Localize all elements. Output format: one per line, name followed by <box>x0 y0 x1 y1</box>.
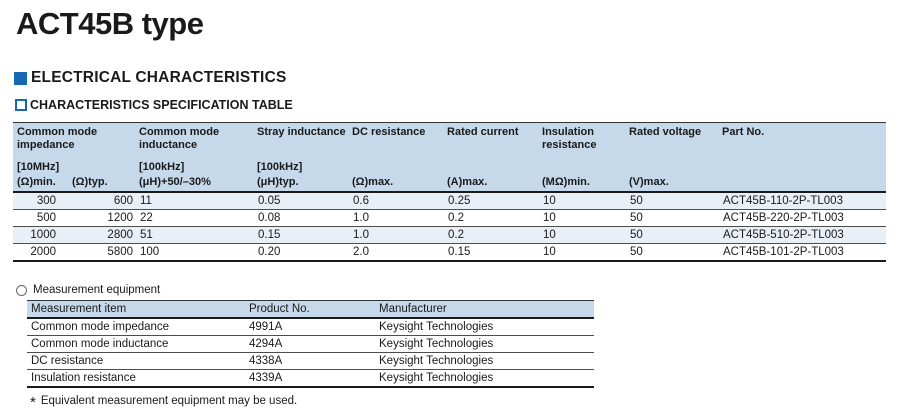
section-heading-label: ELECTRICAL CHARACTERISTICS <box>31 69 287 86</box>
spec-cell: 0.2 <box>443 209 539 227</box>
spec-col-rated-voltage: Rated voltage <box>625 122 719 157</box>
measurement-row: Common mode inductance 4294A Keysight Te… <box>27 335 594 353</box>
spec-cell: 1.0 <box>348 226 444 244</box>
spec-cell: 0.6 <box>348 192 444 210</box>
spec-cell: 0.20 <box>253 243 349 262</box>
spec-cell: 50 <box>625 243 719 262</box>
spec-row: 2000 5800 100 0.20 2.0 0.15 10 50 ACT45B… <box>13 243 887 262</box>
spec-row: 300 600 11 0.05 0.6 0.25 10 50 ACT45B-11… <box>13 192 887 210</box>
spec-unit-rated-current: (A)max. <box>443 173 539 193</box>
spec-cell: 22 <box>135 209 254 227</box>
spec-cell: 600 <box>58 192 136 210</box>
spec-cell: 51 <box>135 226 254 244</box>
spec-row: 1000 2800 51 0.15 1.0 0.2 10 50 ACT45B-5… <box>13 226 887 244</box>
spec-cell: 1200 <box>58 209 136 227</box>
spec-col-common-mode-inductance: Common mode inductance <box>135 122 254 157</box>
filled-square-icon <box>14 71 27 85</box>
spec-cell: 10 <box>538 192 626 210</box>
spec-cell: 0.25 <box>443 192 539 210</box>
page-title: ACT45B type <box>16 6 204 41</box>
meas-col-measurement-item: Measurement item <box>27 300 245 319</box>
spec-cell: 0.08 <box>253 209 349 227</box>
meas-cell: Common mode impedance <box>27 318 245 336</box>
spec-col-dc-resistance: DC resistance <box>348 122 444 157</box>
spec-cell-part-no: ACT45B-510-2P-TL003 <box>718 226 887 244</box>
spec-col-rated-current: Rated current <box>443 122 539 157</box>
spec-cell: 50 <box>625 192 719 210</box>
spec-unit-inductance: (μH)+50/–30% <box>135 173 254 193</box>
spec-cell: 10 <box>538 243 626 262</box>
meas-cell: 4294A <box>245 335 375 353</box>
spec-header-units-row: (Ω)min. (Ω)typ. (μH)+50/–30% (μH)typ. (Ω… <box>13 173 887 193</box>
spec-cell: 10 <box>538 209 626 227</box>
spec-cell: 2800 <box>58 226 136 244</box>
spec-cell-part-no: ACT45B-101-2P-TL003 <box>718 243 887 262</box>
spec-cell: 11 <box>135 192 254 210</box>
spec-cell: 300 <box>13 192 58 210</box>
spec-cell: 500 <box>13 209 58 227</box>
spec-cell: 2.0 <box>348 243 444 262</box>
spec-table: Common mode impedance Common mode induct… <box>13 122 887 262</box>
measurement-equipment-text: Measurement equipment <box>33 284 161 296</box>
measurement-row: Common mode impedance 4991A Keysight Tec… <box>27 318 594 336</box>
spec-col-common-mode-impedance: Common mode impedance <box>13 122 136 157</box>
spec-cell-part-no: ACT45B-220-2P-TL003 <box>718 209 887 227</box>
spec-cell: 5800 <box>58 243 136 262</box>
spec-unit-impedance-typ: (Ω)typ. <box>58 173 136 193</box>
measurement-header-row: Measurement item Product No. Manufacture… <box>27 300 594 319</box>
meas-cell: Keysight Technologies <box>375 318 594 336</box>
spec-cell: 0.15 <box>443 243 539 262</box>
spec-row: 500 1200 22 0.08 1.0 0.2 10 50 ACT45B-22… <box>13 209 887 227</box>
subsection-heading-label: CHARACTERISTICS SPECIFICATION TABLE <box>30 98 293 112</box>
spec-unit-rated-voltage: (V)max. <box>625 173 719 193</box>
spec-cell: 0.05 <box>253 192 349 210</box>
footnote-text: Equivalent measurement equipment may be … <box>40 394 298 407</box>
measurement-row: DC resistance 4338A Keysight Technologie… <box>27 352 594 370</box>
spec-cell: 50 <box>625 209 719 227</box>
measurement-equipment-label: Measurement equipment <box>16 284 900 296</box>
meas-cell: Keysight Technologies <box>375 335 594 353</box>
meas-col-manufacturer: Manufacturer <box>375 300 594 319</box>
subsection-heading-spec-table: CHARACTERISTICS SPECIFICATION TABLE <box>15 98 900 112</box>
spec-freq-stray: [100kHz] <box>253 157 349 173</box>
meas-cell: 4991A <box>245 318 375 336</box>
meas-cell: Common mode inductance <box>27 335 245 353</box>
spec-cell: 10 <box>538 226 626 244</box>
spec-col-stray-inductance: Stray inductance <box>253 122 349 157</box>
meas-cell: DC resistance <box>27 352 245 370</box>
asterisk-icon: * <box>30 394 36 411</box>
circle-icon <box>16 284 27 296</box>
spec-cell: 1000 <box>13 226 58 244</box>
meas-cell: 4338A <box>245 352 375 370</box>
spec-unit-dc-resistance: (Ω)max. <box>348 173 444 193</box>
spec-unit-impedance-min: (Ω)min. <box>13 173 58 193</box>
spec-col-part-no: Part No. <box>718 122 887 157</box>
spec-cell-part-no: ACT45B-110-2P-TL003 <box>718 192 887 210</box>
meas-cell: Keysight Technologies <box>375 352 594 370</box>
spec-cell: 50 <box>625 226 719 244</box>
spec-cell: 1.0 <box>348 209 444 227</box>
spec-col-insulation-resistance: Insulation resistance <box>538 122 626 157</box>
measurement-row: Insulation resistance 4339A Keysight Tec… <box>27 369 594 388</box>
measurement-table: Measurement item Product No. Manufacture… <box>27 300 594 388</box>
section-heading-electrical-characteristics: ELECTRICAL CHARACTERISTICS <box>14 69 900 87</box>
meas-col-product-no: Product No. <box>245 300 375 319</box>
spec-unit-insulation: (MΩ)min. <box>538 173 626 193</box>
spec-header-freq-row: [10MHz] [100kHz] [100kHz] <box>13 157 887 173</box>
spec-freq-impedance: [10MHz] <box>13 157 136 173</box>
outlined-square-icon <box>15 99 27 111</box>
spec-cell: 0.2 <box>443 226 539 244</box>
meas-cell: Keysight Technologies <box>375 369 594 388</box>
spec-freq-inductance: [100kHz] <box>135 157 254 173</box>
meas-cell: Insulation resistance <box>27 369 245 388</box>
spec-unit-stray: (μH)typ. <box>253 173 349 193</box>
footnote: * Equivalent measurement equipment may b… <box>30 392 900 411</box>
spec-header-names-row: Common mode impedance Common mode induct… <box>13 122 887 157</box>
spec-cell: 2000 <box>13 243 58 262</box>
spec-cell: 100 <box>135 243 254 262</box>
meas-cell: 4339A <box>245 369 375 388</box>
spec-cell: 0.15 <box>253 226 349 244</box>
